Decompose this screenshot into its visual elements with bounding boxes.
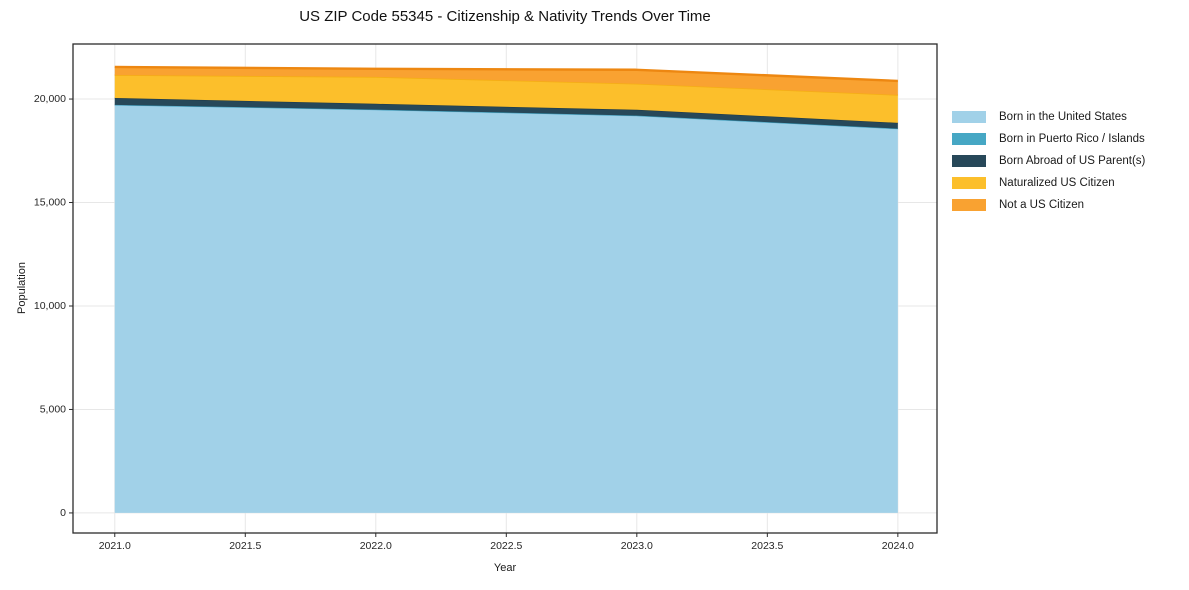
x-tick-label: 2023.0 — [621, 540, 653, 552]
plot-border — [72, 43, 938, 534]
legend-swatch-icon — [952, 177, 986, 189]
y-tick-label: 15,000 — [34, 197, 66, 209]
legend-item: Born in the United States — [952, 106, 1145, 128]
x-tick-label: 2024.0 — [882, 540, 914, 552]
legend-swatch-icon — [952, 199, 986, 211]
area-band-born-abroad-of-us-parent-s- — [114, 98, 898, 129]
y-tick-label: 0 — [60, 507, 66, 519]
x-tick-label: 2022.0 — [360, 540, 392, 552]
x-tick-label: 2023.5 — [751, 540, 783, 552]
legend-item: Naturalized US Citizen — [952, 172, 1145, 194]
x-axis-label: Year — [493, 562, 517, 574]
legend-item: Born Abroad of US Parent(s) — [952, 150, 1145, 172]
x-tick-label: 2022.5 — [490, 540, 522, 552]
chart-title: US ZIP Code 55345 - Citizenship & Nativi… — [299, 8, 711, 25]
legend-item: Born in Puerto Rico / Islands — [952, 128, 1145, 150]
x-tick-label: 2021.0 — [99, 540, 131, 552]
legend-item-label: Born in Puerto Rico / Islands — [999, 133, 1145, 145]
area-band-born-in-the-united-states — [114, 105, 898, 513]
y-tick-label: 10,000 — [34, 300, 66, 312]
y-tick-label: 5,000 — [40, 403, 66, 415]
legend-swatch-icon — [952, 133, 986, 145]
area-band-not-a-us-citizen — [114, 66, 898, 95]
legend-item: Not a US Citizen — [952, 194, 1145, 216]
legend: Born in the United States Born in Puerto … — [952, 106, 1145, 216]
legend-swatch-icon — [952, 155, 986, 167]
legend-item-label: Naturalized US Citizen — [999, 177, 1115, 189]
legend-swatch-icon — [952, 111, 986, 123]
legend-item-label: Born in the United States — [999, 111, 1127, 123]
legend-item-label: Born Abroad of US Parent(s) — [999, 155, 1146, 167]
legend-item-label: Not a US Citizen — [999, 199, 1085, 211]
area-edge-not-a-us-citizen — [114, 65, 898, 83]
x-tick-label: 2021.5 — [229, 540, 261, 552]
y-tick-label: 20,000 — [34, 93, 66, 105]
y-axis-label: Population — [16, 262, 28, 314]
